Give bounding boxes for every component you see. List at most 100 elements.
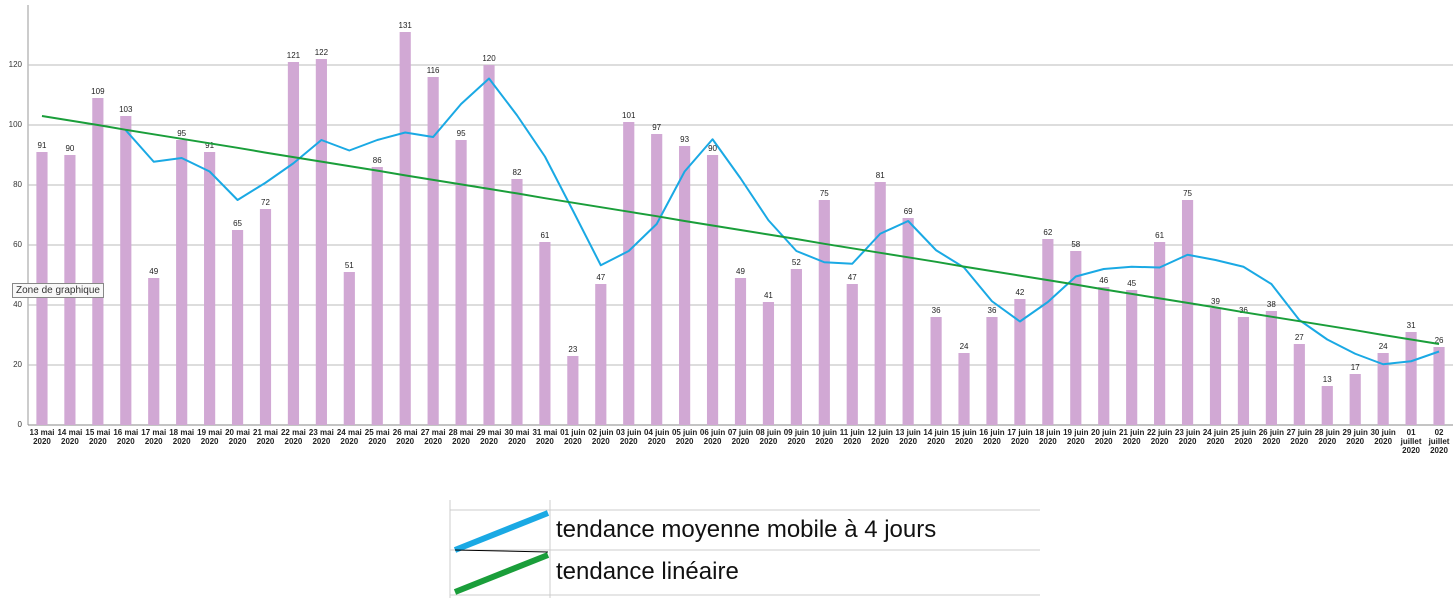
- x-tick-label: 19 mai 2020: [197, 428, 223, 446]
- bar: [455, 140, 467, 425]
- bar: [1349, 374, 1361, 425]
- x-tick-label: 29 mai 2020: [476, 428, 502, 446]
- x-tick-label: 28 mai 2020: [448, 428, 474, 446]
- bar: [1098, 287, 1110, 425]
- value-label: 38: [1267, 300, 1276, 309]
- bar: [148, 278, 160, 425]
- y-tick-label: 40: [13, 300, 22, 309]
- value-label: 27: [1295, 333, 1304, 342]
- x-tick-label: 23 mai 2020: [308, 428, 334, 446]
- value-label: 49: [149, 267, 158, 276]
- x-tick-label: 18 juin 2020: [1035, 428, 1061, 446]
- value-label: 39: [1211, 297, 1220, 306]
- value-label: 75: [1183, 189, 1192, 198]
- x-tick-label: 27 mai 2020: [420, 428, 446, 446]
- bar: [623, 122, 635, 425]
- bar: [651, 134, 663, 425]
- bar: [1405, 332, 1417, 425]
- bar: [259, 209, 272, 425]
- x-tick-label: 14 juin 2020: [923, 428, 949, 446]
- bar: [930, 317, 942, 425]
- value-label: 101: [622, 111, 636, 120]
- value-label: 47: [848, 273, 857, 282]
- value-label: 93: [680, 135, 689, 144]
- y-tick-label: 120: [9, 60, 23, 69]
- value-label: 47: [596, 273, 605, 282]
- bar: [846, 284, 858, 425]
- value-label: 36: [932, 306, 941, 315]
- x-tick-label: 18 mai 2020: [169, 428, 195, 446]
- bar: [1126, 290, 1138, 425]
- value-label: 36: [988, 306, 997, 315]
- value-label: 86: [373, 156, 382, 165]
- value-label: 58: [1071, 240, 1080, 249]
- y-tick-label: 60: [13, 240, 22, 249]
- legend-swatch: [453, 552, 550, 595]
- bar: [734, 278, 747, 425]
- value-label: 23: [568, 345, 577, 354]
- x-tick-label: 01 juillet 2020: [1400, 428, 1422, 455]
- y-tick-label: 20: [13, 360, 22, 369]
- bar: [567, 356, 579, 425]
- value-label: 26: [1435, 336, 1444, 345]
- value-label: 31: [1407, 321, 1416, 330]
- value-label: 36: [1239, 306, 1248, 315]
- bar: [762, 302, 775, 425]
- bar: [343, 272, 355, 425]
- value-label: 82: [513, 168, 522, 177]
- value-label: 91: [205, 141, 214, 150]
- x-tick-label: 01 juin 2020: [560, 428, 586, 446]
- x-tick-label: 15 juin 2020: [951, 428, 977, 446]
- value-label: 95: [457, 129, 466, 138]
- bar: [818, 200, 830, 425]
- value-label: 17: [1351, 363, 1360, 372]
- value-label: 116: [427, 66, 440, 75]
- x-tick-label: 16 juin 2020: [979, 428, 1005, 446]
- x-tick-label: 05 juin 2020: [671, 428, 698, 446]
- bar: [511, 179, 523, 425]
- x-tick-label: 04 juin 2020: [644, 428, 670, 446]
- bar: [92, 98, 104, 425]
- x-tick-label: 29 juin 2020: [1342, 428, 1368, 446]
- x-tick-label: 22 juin 2020: [1146, 428, 1173, 446]
- x-tick-label: 12 juin 2020: [867, 428, 893, 446]
- value-label: 122: [315, 48, 329, 57]
- x-tick-label: 20 mai 2020: [225, 428, 250, 446]
- legend-connector: [454, 549, 549, 553]
- bar: [371, 167, 383, 425]
- bar: [427, 77, 439, 425]
- x-tick-label: 19 juin 2020: [1063, 428, 1089, 446]
- bar: [483, 65, 495, 425]
- bar: [204, 152, 216, 425]
- value-label: 52: [792, 258, 801, 267]
- x-tick-label: 24 mai 2020: [336, 428, 362, 446]
- bar: [176, 140, 188, 425]
- x-tick-label: 07 juin 2020: [727, 428, 754, 446]
- bar: [902, 218, 914, 425]
- bar: [1377, 353, 1389, 425]
- value-label: 97: [652, 123, 661, 132]
- value-label: 51: [345, 261, 354, 270]
- x-tick-label: 11 juin 2020: [839, 428, 865, 446]
- x-tick-label: 13 mai 2020: [29, 428, 55, 446]
- x-tick-label: 26 juin 2020: [1258, 428, 1285, 446]
- bar: [399, 32, 411, 425]
- x-tick-label: 13 juin 2020: [895, 428, 921, 446]
- x-tick-label: 26 mai 2020: [392, 428, 418, 446]
- x-tick-label: 22 mai 2020: [280, 428, 306, 446]
- bar: [1181, 200, 1194, 425]
- x-tick-label: 17 mai 2020: [141, 428, 167, 446]
- value-label: 45: [1127, 279, 1136, 288]
- bar: [539, 242, 551, 425]
- bar: [1042, 239, 1054, 425]
- x-tick-label: 23 juin 2020: [1174, 428, 1201, 446]
- x-tick-label: 02 juin 2020: [588, 428, 614, 446]
- x-tick-label: 10 juin 2020: [811, 428, 837, 446]
- x-tick-label: 25 juin 2020: [1230, 428, 1257, 446]
- value-label: 91: [38, 141, 47, 150]
- x-tick-label: 20 juin 2020: [1091, 428, 1117, 446]
- x-tick-label: 25 mai 2020: [364, 428, 390, 446]
- value-label: 131: [399, 21, 413, 30]
- value-label: 72: [261, 198, 270, 207]
